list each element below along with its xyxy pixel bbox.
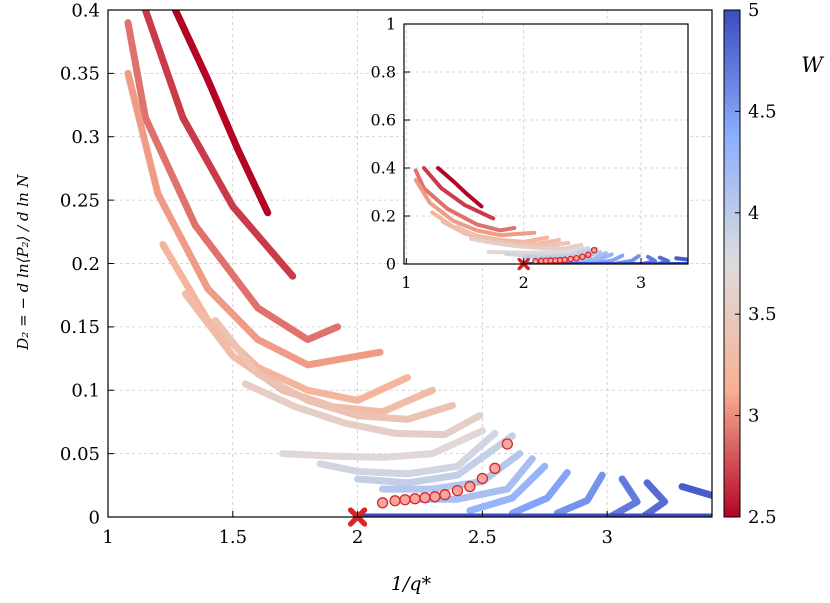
inset-series-line <box>421 166 496 221</box>
main-y-ticks: 0 0.05 0.1 0.15 0.2 0.25 0.3 0.35 0.4 <box>60 0 114 528</box>
inset-plot-frame <box>403 23 689 265</box>
main-y-tick-label: 0.25 <box>60 190 100 211</box>
colorbar-tick-label: 3.5 <box>748 304 777 325</box>
main-y-tick-label: 0.2 <box>71 254 100 275</box>
colorbar-label: W <box>801 53 825 77</box>
main-series-line <box>124 69 384 369</box>
main-series-line <box>279 427 486 461</box>
main-series-group <box>124 10 712 517</box>
inset-y-tick-label: 0 <box>386 255 396 274</box>
inset-markers-group <box>517 246 598 271</box>
main-series-line <box>508 469 571 517</box>
main-series-line <box>141 10 297 280</box>
y-axis-label: D₂ = − d ln⟨P₂⟩ / d ln N <box>14 173 32 350</box>
inset-plot: 1 2 3 0 0.2 0.4 0.6 0.8 1 <box>371 15 689 292</box>
main-y-tick-label: 0 <box>89 507 100 528</box>
colorbar-tick-label: 5 <box>748 0 759 21</box>
main-x-ticks: 1 1.5 2 2.5 3 <box>102 511 613 548</box>
main-marker-point <box>451 484 464 497</box>
main-series-line <box>316 429 499 478</box>
inset-y-tick-label: 0.6 <box>371 111 396 130</box>
main-marker-point <box>399 494 411 506</box>
colorbar-tick-label: 2.5 <box>748 507 777 528</box>
main-x-tick-label: 1 <box>102 527 113 548</box>
main-marker-point <box>376 497 389 509</box>
inset-y-tick-label: 0.2 <box>371 207 396 226</box>
inset-series-line <box>486 245 585 255</box>
inset-marker-point <box>567 255 574 263</box>
inset-marker-point <box>532 258 539 265</box>
inset-marker-point <box>573 254 580 262</box>
inset-series-line <box>413 168 517 233</box>
inset-series-line <box>454 224 571 248</box>
main-marker-point <box>429 491 441 503</box>
main-x-tick-label: 2 <box>352 527 363 548</box>
main-series-line <box>181 290 436 416</box>
main-marker-point <box>489 462 501 474</box>
main-marker-point <box>419 492 431 504</box>
inset-series-group <box>413 166 688 264</box>
main-marker-point <box>439 489 451 501</box>
main-markers-group <box>347 438 513 527</box>
main-series-line <box>211 317 456 423</box>
main-y-tick-label: 0.4 <box>71 0 100 21</box>
colorbar-ticks: 2.5 3 3.5 4 4.5 5 <box>735 0 777 528</box>
main-x-tick-label: 3 <box>601 527 612 548</box>
main-series-line <box>171 10 272 217</box>
colorbar-tick-label: 4 <box>748 203 759 224</box>
inset-x-tick-label: 3 <box>636 273 646 292</box>
colorbar-tick-label: 4.5 <box>748 101 777 122</box>
inset-y-tick-label: 1 <box>386 15 396 34</box>
colorbar: 2.5 3 3.5 4 4.5 5 W <box>723 0 825 528</box>
inset-marker-point <box>590 246 598 254</box>
main-series-line <box>241 380 484 439</box>
main-series-line <box>678 483 712 499</box>
colorbar-tick-label: 3 <box>748 406 759 427</box>
inset-series-line <box>468 236 584 251</box>
main-marker-point <box>501 438 513 450</box>
inset-y-ticks: 0 0.2 0.4 0.6 0.8 1 <box>371 15 410 274</box>
inset-series-line <box>674 256 688 262</box>
inset-marker-point <box>579 253 586 260</box>
main-plot: 1 1.5 2 2.5 3 0 0.05 0.1 0.15 0.2 0.25 0.3 0.35 0.4 <box>60 0 713 548</box>
main-y-tick-label: 0.1 <box>71 381 100 402</box>
inset-y-tick-label: 0.8 <box>371 63 396 82</box>
inset-marker-point <box>561 256 569 264</box>
x-axis-label: 1/q* <box>391 573 432 595</box>
main-marker-point <box>464 480 476 493</box>
inset-series-line <box>413 178 537 238</box>
inset-x-tick-label: 1 <box>401 273 411 292</box>
main-y-tick-label: 0.3 <box>71 127 100 148</box>
main-y-tick-label: 0.05 <box>60 444 100 465</box>
main-marker-point <box>409 493 421 505</box>
inset-background <box>404 24 688 264</box>
main-y-tick-label: 0.35 <box>60 64 100 85</box>
main-series-line <box>641 479 669 517</box>
main-series-line <box>466 462 549 515</box>
inset-y-tick-label: 0.4 <box>371 159 396 178</box>
main-y-tick-label: 0.15 <box>60 317 100 338</box>
main-series-line <box>354 432 516 487</box>
main-x-tick-label: 1.5 <box>218 527 247 548</box>
main-marker-point <box>476 472 489 485</box>
inset-series-line <box>436 166 484 209</box>
main-series-line <box>608 475 641 517</box>
main-marker-point <box>389 495 401 507</box>
colorbar-gradient <box>723 9 741 518</box>
inset-x-tick-label: 2 <box>519 273 529 292</box>
inset-x-ticks: 1 2 3 <box>401 258 646 292</box>
inset-marker-point <box>584 251 592 259</box>
main-x-tick-label: 2.5 <box>468 527 497 548</box>
main-series-line <box>124 19 342 344</box>
main-series-line <box>553 471 606 517</box>
